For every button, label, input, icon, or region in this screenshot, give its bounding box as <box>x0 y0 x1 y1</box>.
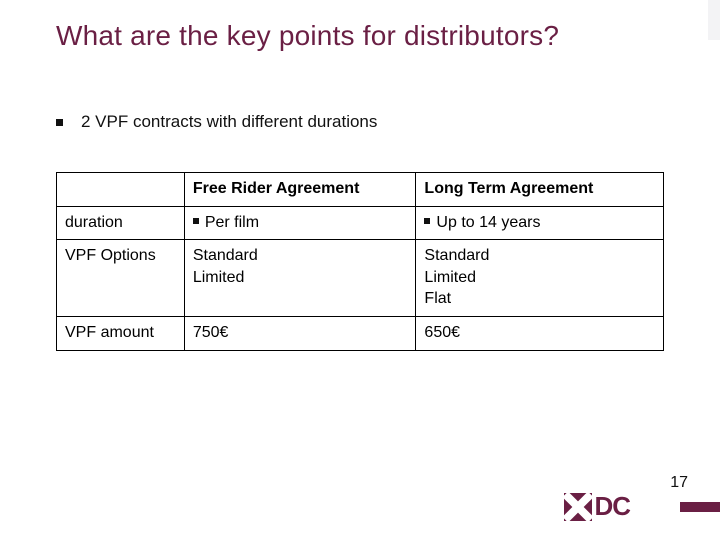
table-header-row: Free Rider Agreement Long Term Agreement <box>57 173 664 207</box>
logo-letters: DC <box>594 491 630 522</box>
cell-free-rider: Per film <box>184 206 416 240</box>
cell-free-rider: 750€ <box>184 316 416 350</box>
page-number: 17 <box>670 474 688 492</box>
row-label: VPF amount <box>57 316 185 350</box>
vpf-table: Free Rider Agreement Long Term Agreement… <box>56 172 664 351</box>
logo-x-icon <box>564 493 592 521</box>
table-header-blank <box>57 173 185 207</box>
cell-long-term: Up to 14 years <box>416 206 664 240</box>
square-bullet-icon <box>424 218 430 224</box>
table-row: durationPer filmUp to 14 years <box>57 206 664 240</box>
footer-accent-bar <box>680 502 720 512</box>
decoration-corner <box>708 0 720 40</box>
xdc-logo: DC <box>564 491 630 522</box>
table-row: VPF OptionsStandardLimitedStandardLimite… <box>57 240 664 317</box>
row-label: duration <box>57 206 185 240</box>
cell-long-term: 650€ <box>416 316 664 350</box>
intro-bullet-text: 2 VPF contracts with different durations <box>81 112 377 132</box>
cell-free-rider: StandardLimited <box>184 240 416 317</box>
table-header-long-term: Long Term Agreement <box>416 173 664 207</box>
row-label: VPF Options <box>57 240 185 317</box>
page-title: What are the key points for distributors… <box>56 20 559 52</box>
square-bullet-icon <box>56 119 63 126</box>
table-row: VPF amount750€650€ <box>57 316 664 350</box>
slide: What are the key points for distributors… <box>0 0 720 540</box>
table-header-free-rider: Free Rider Agreement <box>184 173 416 207</box>
square-bullet-icon <box>193 218 199 224</box>
cell-long-term: StandardLimitedFlat <box>416 240 664 317</box>
intro-bullet: 2 VPF contracts with different durations <box>56 112 377 132</box>
